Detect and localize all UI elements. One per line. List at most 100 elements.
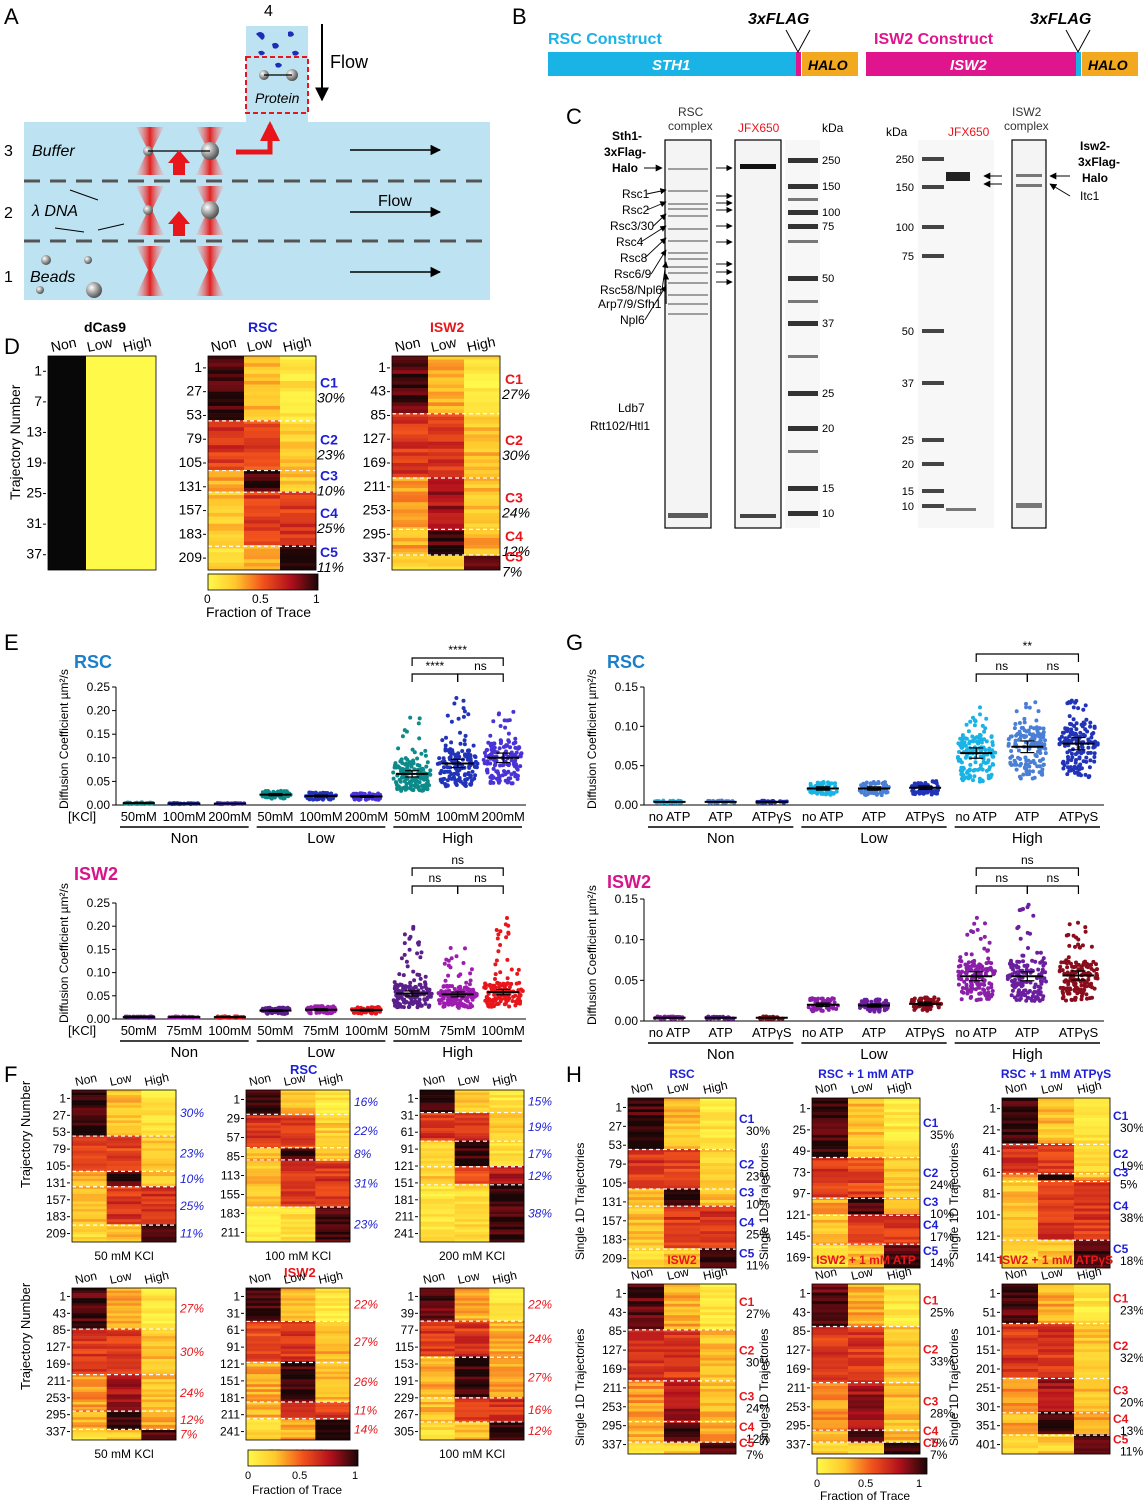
heatmap-cell <box>106 1092 142 1096</box>
heatmap-cell <box>246 1290 281 1294</box>
heatmap-cell <box>244 463 281 467</box>
heatmap-cell <box>454 1346 490 1350</box>
heatmap-cell <box>315 1115 351 1119</box>
cluster-label: C2 <box>505 432 523 448</box>
data-point <box>469 967 474 972</box>
rsc-band <box>668 168 708 170</box>
data-point <box>415 951 420 956</box>
panel-a: A 4 Protein Flow 3 2 1 Buffer λ DNA Bead… <box>4 3 490 300</box>
significance-label: **** <box>448 643 467 657</box>
isw2-tag-label: 3xFLAG <box>1030 11 1091 28</box>
data-point <box>980 779 985 784</box>
heatmap-cell <box>246 1331 281 1334</box>
data-point <box>502 1002 507 1007</box>
heatmap-cell <box>420 1341 455 1345</box>
heatmap-cell <box>72 1107 107 1111</box>
heatmap-cell <box>141 1198 177 1202</box>
data-point <box>449 956 454 961</box>
sth1-tag-1: Sth1- <box>612 129 642 143</box>
data-point <box>970 748 975 753</box>
heatmap-cell <box>280 1356 316 1360</box>
heatmap-cell <box>315 1343 351 1347</box>
data-point <box>516 967 521 972</box>
heatmap-cell <box>106 1105 142 1109</box>
isw2-flag <box>1076 52 1081 76</box>
heatmap-cell <box>315 1143 351 1147</box>
y-tick-label: 1 <box>194 359 202 375</box>
heatmap-cell <box>315 1364 351 1367</box>
heatmap-cell <box>141 1295 177 1299</box>
data-point <box>445 778 450 783</box>
heatmap-cell <box>106 1176 142 1179</box>
heatmap-cell <box>246 1315 281 1319</box>
heatmap-cell <box>280 1404 316 1408</box>
heatmap-cell <box>141 1424 177 1428</box>
heatmap-cell <box>420 1343 455 1347</box>
data-point <box>1078 730 1083 735</box>
heatmap-cell <box>280 420 317 425</box>
ladder-band-right <box>922 225 944 229</box>
data-point <box>438 777 443 782</box>
heatmap-cell <box>464 370 501 375</box>
data-point <box>983 967 988 972</box>
group-label: Non <box>707 830 735 847</box>
data-point <box>979 982 984 987</box>
heatmap-cell <box>72 1353 107 1357</box>
heatmap-cell <box>428 441 465 446</box>
data-point <box>1032 990 1037 995</box>
heatmap-cell <box>246 1364 281 1367</box>
data-point <box>1039 971 1044 976</box>
heatmap-cell <box>72 1394 107 1398</box>
data-point <box>491 766 496 771</box>
red-move-arrow <box>236 121 280 155</box>
data-point <box>504 935 509 940</box>
data-point <box>396 984 400 989</box>
heatmap-cell <box>428 530 465 535</box>
heatmap-cell <box>454 1138 490 1141</box>
heatmap-cell <box>489 1092 525 1096</box>
jfx-dye-left <box>740 514 776 518</box>
data-point <box>821 780 826 784</box>
data-point <box>932 995 937 1000</box>
heatmap-cell <box>106 1155 142 1159</box>
heatmap-cell <box>392 491 429 496</box>
heatmap-cell <box>141 1188 177 1192</box>
column-header: High <box>281 333 312 355</box>
data-point <box>513 993 518 998</box>
cluster-percent: 12% <box>502 543 530 559</box>
ladder-faint-left <box>788 300 818 303</box>
heatmap-cell <box>428 377 465 382</box>
heatmap-cell <box>420 1135 455 1139</box>
data-point <box>394 765 399 770</box>
heatmap-cell <box>280 1305 316 1309</box>
heatmap-cell <box>72 1315 107 1319</box>
heatmap-cell <box>315 1407 351 1410</box>
heatmap-cell <box>489 1236 525 1240</box>
heatmap-cell <box>489 1323 525 1327</box>
heatmap-cell <box>141 1323 177 1327</box>
kda-label-right: kDa <box>886 125 908 139</box>
data-point <box>514 750 519 755</box>
heatmap-cell <box>392 480 429 485</box>
data-point <box>990 989 995 993</box>
heatmap-cell <box>280 1173 316 1177</box>
heatmap-cell <box>489 1102 525 1106</box>
category-label: ATPγS <box>905 1025 945 1040</box>
jfx650-label-left: JFX650 <box>738 121 780 135</box>
heatmap-cell <box>141 1414 177 1418</box>
heatmap-cell <box>72 1366 107 1370</box>
heatmap-cell <box>420 1153 455 1157</box>
heatmap-cell <box>280 438 317 442</box>
heatmap-cell <box>106 1313 142 1317</box>
y-tick-label: 151 <box>394 1176 414 1190</box>
heatmap-cell <box>420 1323 455 1327</box>
heatmap-cell <box>106 1211 142 1215</box>
group-label: High <box>1012 1046 1043 1063</box>
data-point <box>510 999 515 1003</box>
data-point <box>405 757 410 762</box>
data-point <box>964 722 969 727</box>
heatmap-cell <box>454 1221 490 1225</box>
data-point <box>869 790 874 795</box>
column-header: Non <box>74 1071 98 1089</box>
data-point <box>1036 709 1041 714</box>
